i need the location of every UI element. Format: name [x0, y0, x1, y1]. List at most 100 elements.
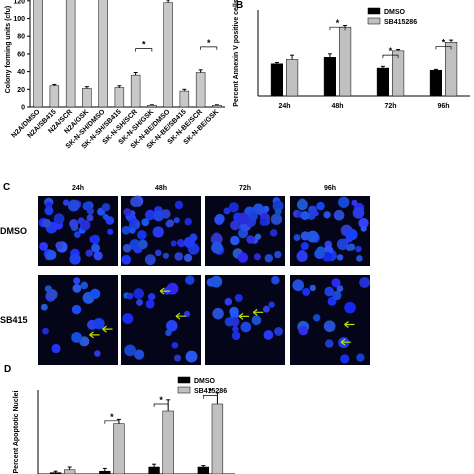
significance-marker: * [207, 38, 211, 48]
nucleus [312, 314, 321, 322]
nucleus [263, 330, 274, 340]
nucleus [274, 327, 283, 336]
nucleus [272, 200, 284, 212]
bar [270, 63, 284, 97]
nucleus [332, 290, 342, 301]
nucleus [274, 208, 282, 216]
nucleus [137, 230, 147, 240]
nucleus [165, 329, 172, 337]
y-axis-label: Percent Apoptotic Nuclei [13, 390, 20, 473]
column-label: 24h [72, 185, 84, 192]
nucleus [40, 303, 48, 311]
nucleus [39, 242, 48, 251]
nucleus [240, 321, 252, 333]
nucleus [268, 301, 275, 308]
nucleus [246, 235, 255, 244]
nucleus [298, 325, 309, 336]
nucleus [46, 249, 57, 260]
nucleus [231, 331, 241, 340]
nucleus [230, 235, 240, 246]
nucleus [212, 307, 224, 320]
nucleus [166, 320, 178, 332]
nucleus [223, 207, 231, 215]
nucleus [126, 292, 134, 300]
nucleus [224, 297, 233, 306]
bar [147, 104, 157, 108]
arrow [89, 331, 100, 339]
nucleus [224, 317, 235, 327]
panel-label: C [3, 182, 10, 193]
nucleus [351, 199, 358, 206]
nucleus [316, 201, 325, 211]
bar [114, 87, 125, 108]
nucleus [249, 211, 258, 221]
nucleus [336, 254, 344, 261]
nucleus [166, 282, 179, 295]
y-tick-label: 40 [17, 69, 25, 76]
x-tick-label: 24h [278, 103, 290, 110]
nucleus [89, 288, 101, 299]
significance-marker: * [110, 412, 114, 422]
nucleus [185, 275, 195, 285]
nucleus [42, 218, 52, 228]
y-axis-label: Colony forming units (cfu) [5, 6, 12, 94]
nucleus [85, 249, 93, 257]
nucleus [271, 275, 280, 285]
bar [444, 42, 458, 97]
row-label: SB415 [0, 315, 28, 325]
nucleus [312, 210, 319, 217]
significance-bracket [329, 26, 346, 31]
nucleus [228, 202, 239, 213]
nucleus [144, 254, 156, 266]
y-tick-label: 0 [21, 105, 25, 112]
column-label: 96h [324, 185, 336, 192]
significance-bracket [135, 48, 153, 52]
nucleus [358, 217, 369, 229]
nucleus [91, 243, 101, 253]
nucleus [141, 218, 150, 227]
column-label: 72h [239, 185, 251, 192]
nucleus [94, 350, 101, 357]
significance-bracket [200, 46, 218, 50]
x-tick-label: 48h [331, 103, 343, 110]
nucleus [262, 305, 270, 313]
bar [130, 74, 141, 108]
legend-label: SB415286 [194, 388, 227, 395]
nucleus [136, 298, 144, 306]
bar [211, 403, 224, 474]
nucleus [302, 287, 311, 296]
legend-label: DMSO [384, 9, 406, 16]
significance-marker: * [142, 40, 146, 50]
arrow [238, 312, 250, 320]
nucleus [262, 205, 270, 213]
significance-marker: * [442, 38, 446, 48]
nucleus [51, 343, 61, 354]
arrow [340, 338, 352, 346]
nucleus [145, 299, 155, 309]
nucleus [345, 228, 358, 241]
nucleus [174, 252, 184, 261]
bar [148, 466, 160, 474]
nucleus [356, 353, 365, 362]
nucleus [259, 218, 268, 226]
nucleus [62, 199, 70, 206]
nucleus [44, 206, 54, 216]
nucleus [130, 217, 138, 224]
significance-bracket [104, 420, 120, 424]
nucleus [73, 277, 81, 285]
significance-bracket [382, 54, 399, 59]
bar [376, 67, 390, 97]
nucleus [183, 236, 196, 249]
nucleus [336, 285, 344, 292]
nucleus [183, 253, 193, 263]
nucleus [338, 196, 350, 208]
nucleus [79, 219, 91, 231]
nucleus [270, 213, 283, 225]
nucleus [264, 254, 274, 263]
bar [212, 104, 222, 108]
nucleus [296, 199, 308, 211]
nucleus [210, 233, 223, 246]
nucleus [42, 327, 49, 335]
nucleus [324, 286, 335, 297]
